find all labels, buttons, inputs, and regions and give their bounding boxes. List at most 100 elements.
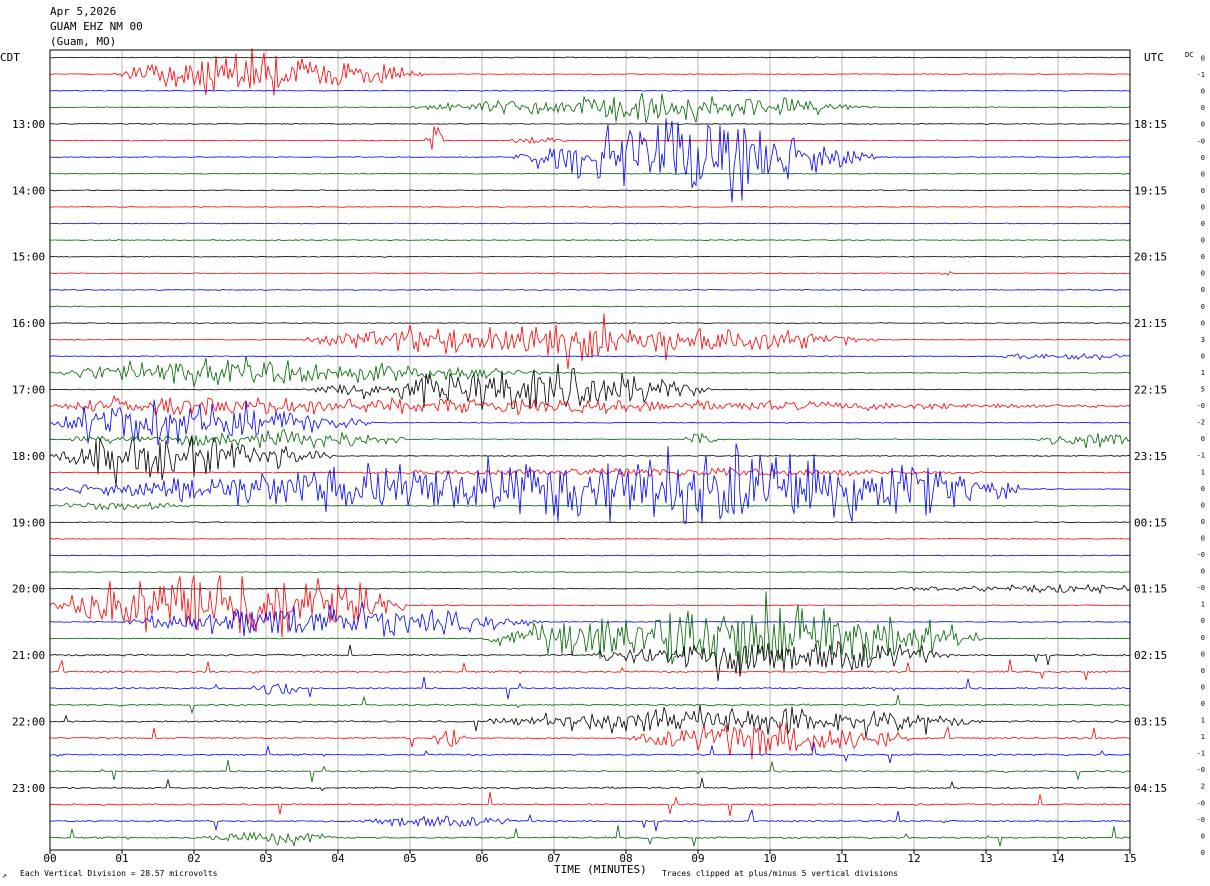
trace-row-14 — [49, 288, 1131, 291]
trace-row-38 — [49, 676, 1131, 700]
x-tick-label: 11 — [835, 852, 848, 865]
trace-row-19 — [49, 355, 1131, 388]
dc-offset-value: 0 — [1201, 568, 1205, 576]
trace-row-5 — [49, 126, 1131, 150]
dc-offset-value: 0 — [1201, 286, 1205, 294]
dc-offset-value: 0 — [1201, 501, 1205, 509]
dc-offset-value: 0 — [1201, 617, 1205, 625]
dc-offset-value: 1 — [1201, 733, 1205, 741]
left-hour-label: 15:00 — [12, 251, 45, 264]
station-location: (Guam, MO) — [50, 35, 117, 48]
dc-offset-value: 0 — [1201, 683, 1205, 691]
dc-offset-value: -0 — [1197, 137, 1205, 145]
trace-row-33 — [49, 575, 1131, 638]
right-timezone-label: UTC — [1144, 51, 1164, 64]
dc-offset-value: -0 — [1197, 402, 1205, 410]
x-tick-label: 15 — [1123, 852, 1136, 865]
trace-row-27 — [49, 501, 1131, 511]
x-tick-label: 13 — [979, 852, 992, 865]
dc-label: DC — [1185, 51, 1194, 59]
trace-row-47 — [50, 825, 1131, 847]
clip-note: Traces clipped at plus/minus 5 vertical … — [662, 869, 899, 878]
left-hour-label: 20:00 — [12, 583, 45, 596]
trace-row-4 — [49, 122, 1130, 125]
dc-offset-value: -0 — [1197, 551, 1205, 559]
x-tick-label: 03 — [259, 852, 272, 865]
right-hour-label: 20:15 — [1134, 251, 1167, 264]
dc-offset-value: 3 — [1201, 336, 1205, 344]
trace-row-26 — [49, 443, 1131, 525]
dc-offset-value: 2 — [1201, 783, 1205, 791]
trace-row-8 — [50, 189, 1131, 192]
dc-offset-value: 1 — [1201, 717, 1205, 725]
trace-row-32 — [49, 583, 1131, 595]
dc-offset-value: 0 — [1201, 88, 1205, 96]
dc-offset-value: 0 — [1201, 435, 1205, 443]
trace-row-25 — [49, 467, 1131, 478]
dc-offset-value: 0 — [1201, 832, 1205, 840]
dc-offset-value: -0 — [1197, 799, 1205, 807]
trace-row-43 — [49, 759, 1131, 783]
x-tick-label: 09 — [691, 852, 704, 865]
x-tick-label: 00 — [43, 852, 56, 865]
left-hour-label: 18:00 — [12, 450, 45, 463]
x-tick-label: 01 — [115, 852, 128, 865]
trace-row-42 — [49, 742, 1130, 764]
trace-row-46 — [49, 809, 1131, 832]
right-hour-label: 04:15 — [1134, 782, 1167, 795]
dc-offset-value: -0 — [1197, 766, 1205, 774]
plot-frame — [49, 49, 1131, 851]
dc-offset-value: 0 — [1201, 518, 1205, 526]
left-hour-label: 13:00 — [12, 118, 45, 131]
dc-offset-value: -1 — [1197, 452, 1205, 460]
x-tick-label: 06 — [475, 852, 488, 865]
dc-offset-value: 0 — [1201, 319, 1205, 327]
trace-row-44 — [49, 777, 1131, 792]
x-axis-ticks: 00 01 02 03 04 05 06 07 08 09 10 11 12 13 14 15 — [43, 850, 1137, 865]
trace-row-1 — [49, 48, 1131, 96]
plot-grid — [121, 50, 1059, 850]
dc-offset-value: -1 — [1197, 71, 1205, 79]
dc-offset-value: 0 — [1201, 485, 1205, 493]
trace-row-39 — [49, 694, 1131, 715]
dc-offset-value: 0 — [1201, 187, 1205, 195]
trace-row-12 — [49, 255, 1131, 258]
station-code: GUAM EHZ NM 00 — [50, 20, 143, 33]
trace-row-31 — [50, 571, 1130, 574]
dc-offset-value: 0 — [1201, 534, 1205, 542]
trace-row-28 — [49, 521, 1131, 524]
dc-offset-value: 0 — [1201, 121, 1205, 129]
dc-offset-value: 0 — [1201, 104, 1205, 112]
trace-row-10 — [49, 222, 1131, 225]
x-tick-label: 12 — [907, 852, 920, 865]
left-hour-label: 14:00 — [12, 184, 45, 197]
dc-offset-value: 0 — [1201, 667, 1205, 675]
dc-offset-value: 0 — [1201, 170, 1205, 178]
dc-offset-value: 0 — [1201, 700, 1205, 708]
right-hour-labels: 18:15 19:15 20:15 21:15 22:15 23:15 00:15 01:15… — [1134, 118, 1167, 795]
trace-row-30 — [49, 554, 1131, 557]
trace-row-45 — [49, 791, 1131, 817]
dc-offset-value: 1 — [1201, 601, 1205, 609]
dc-offset-value: 0 — [1201, 237, 1205, 245]
left-timezone-label: CDT — [0, 51, 20, 64]
right-hour-label: 01:15 — [1134, 583, 1167, 596]
dc-offset-value: -1 — [1197, 750, 1205, 758]
trace-row-16 — [49, 322, 1131, 325]
right-hour-label: 02:15 — [1134, 649, 1167, 662]
dc-offset-value: 0 — [1201, 270, 1205, 278]
trace-row-36 — [49, 640, 1131, 682]
x-tick-label: 08 — [619, 852, 632, 865]
trace-row-3 — [49, 92, 1131, 124]
right-hour-label: 23:15 — [1134, 450, 1167, 463]
trace-row-0 — [49, 56, 1131, 59]
x-tick-label: 04 — [331, 852, 345, 865]
right-hour-label: 00:15 — [1134, 516, 1167, 529]
trace-row-15 — [49, 305, 1131, 308]
dc-offset-value: 0 — [1201, 634, 1205, 642]
dc-offset-value: 0 — [1201, 220, 1205, 228]
trace-row-22 — [49, 399, 1131, 446]
left-hour-labels: 13:00 14:00 15:00 16:00 17:00 18:00 19:00 20:00… — [12, 118, 45, 795]
left-hour-label: 17:00 — [12, 384, 45, 397]
